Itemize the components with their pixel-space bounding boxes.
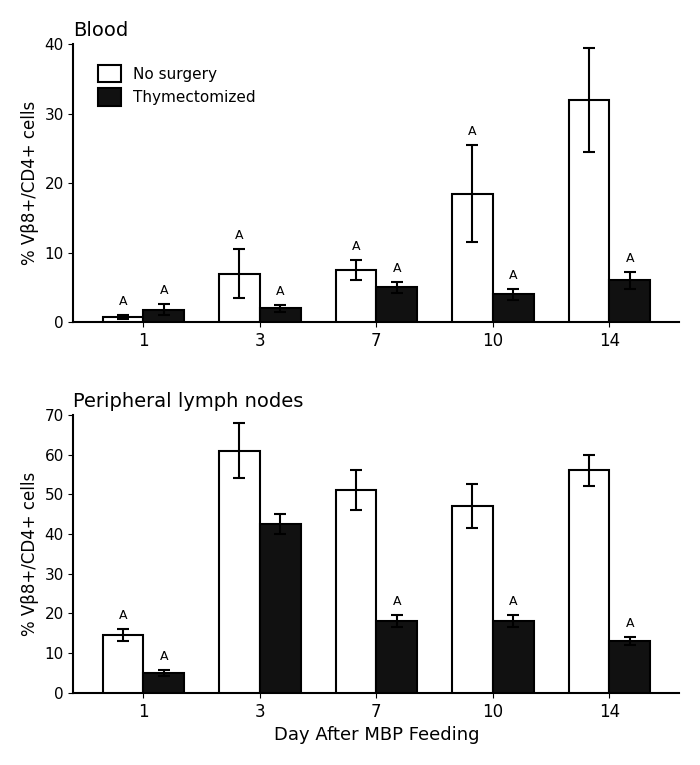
Bar bbox=[103, 635, 144, 693]
Bar bbox=[377, 288, 417, 322]
Bar bbox=[568, 470, 609, 693]
Bar bbox=[260, 524, 300, 693]
Bar bbox=[493, 295, 533, 322]
Text: A: A bbox=[160, 284, 168, 297]
Bar bbox=[219, 274, 260, 322]
Text: A: A bbox=[276, 285, 284, 298]
Text: A: A bbox=[509, 269, 517, 282]
Bar bbox=[377, 621, 417, 693]
X-axis label: Day After MBP Feeding: Day After MBP Feeding bbox=[274, 726, 479, 744]
Bar bbox=[493, 621, 533, 693]
Bar bbox=[335, 270, 377, 322]
Text: A: A bbox=[625, 252, 634, 265]
Bar bbox=[219, 451, 260, 693]
Text: A: A bbox=[393, 262, 401, 275]
Bar bbox=[609, 281, 650, 322]
Bar bbox=[144, 310, 184, 322]
Text: A: A bbox=[625, 617, 634, 630]
Bar bbox=[452, 194, 493, 322]
Text: A: A bbox=[351, 239, 360, 252]
Text: A: A bbox=[509, 595, 517, 608]
Bar bbox=[609, 641, 650, 693]
Text: Blood: Blood bbox=[74, 21, 129, 40]
Y-axis label: % Vβ8+/CD4+ cells: % Vβ8+/CD4+ cells bbox=[21, 101, 38, 265]
Bar bbox=[335, 490, 377, 693]
Y-axis label: % Vβ8+/CD4+ cells: % Vβ8+/CD4+ cells bbox=[21, 472, 38, 636]
Text: A: A bbox=[160, 650, 168, 663]
Text: A: A bbox=[393, 595, 401, 608]
Text: A: A bbox=[119, 295, 127, 308]
Bar bbox=[144, 673, 184, 693]
Text: A: A bbox=[235, 230, 244, 243]
Bar bbox=[260, 308, 300, 322]
Text: A: A bbox=[119, 610, 127, 623]
Bar bbox=[452, 506, 493, 693]
Bar bbox=[568, 99, 609, 322]
Legend: No surgery, Thymectomized: No surgery, Thymectomized bbox=[93, 60, 260, 111]
Text: Peripheral lymph nodes: Peripheral lymph nodes bbox=[74, 392, 304, 411]
Bar bbox=[103, 317, 144, 322]
Text: A: A bbox=[468, 125, 477, 138]
